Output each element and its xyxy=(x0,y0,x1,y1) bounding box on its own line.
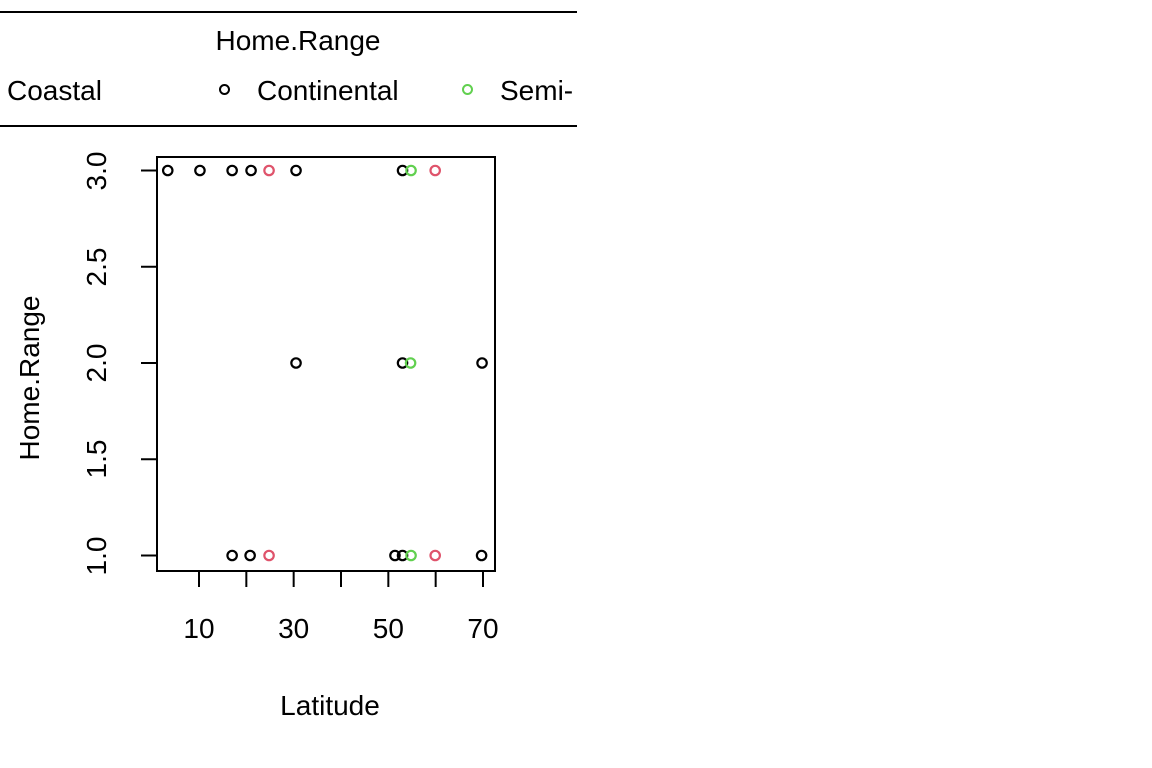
data-point-green-points xyxy=(404,357,417,369)
y-axis-title: Home.Range xyxy=(14,295,45,461)
data-point-black-points xyxy=(476,357,488,369)
data-point-red-points xyxy=(263,164,275,177)
legend-bottom-rule xyxy=(0,124,577,127)
x-tick-label: 70 xyxy=(467,613,499,644)
data-point-black-points xyxy=(226,164,238,177)
data-point-black-points xyxy=(475,549,488,562)
legend-label-coastal: Coastal xyxy=(7,75,102,106)
legend-marker-continental xyxy=(218,84,230,95)
y-tick-label: 2.5 xyxy=(81,247,112,287)
legend-label-semi: Semi- xyxy=(500,75,574,106)
data-point-black-points xyxy=(396,357,409,369)
data-point-red-points xyxy=(263,549,275,562)
legend-label-continental: Continental xyxy=(257,75,399,106)
y-tick-label: 3.0 xyxy=(81,151,112,190)
legend-marker-semi xyxy=(461,84,473,95)
legend-top-rule xyxy=(0,10,577,13)
data-point-black-points xyxy=(161,164,174,177)
data-point-black-points xyxy=(226,549,238,562)
data-point-black-points xyxy=(194,164,206,177)
x-axis-title: Latitude xyxy=(280,690,380,721)
data-point-green-points xyxy=(405,549,417,562)
legend-title: Home.Range xyxy=(215,25,381,56)
data-point-black-points xyxy=(244,549,256,562)
plot-border xyxy=(156,156,496,572)
y-tick-label: 1.5 xyxy=(81,439,112,479)
data-point-black-points xyxy=(389,549,401,562)
y-tick-label: 1.0 xyxy=(81,536,112,575)
data-point-black-points xyxy=(245,164,257,177)
x-tick-label: 50 xyxy=(372,613,404,644)
x-tick-label: 30 xyxy=(278,613,310,644)
data-point-black-points xyxy=(290,357,302,369)
data-point-black-points xyxy=(290,164,302,177)
data-point-green-points xyxy=(405,164,417,177)
legend: Home.Range Coastal Continental Semi- xyxy=(0,0,577,132)
y-tick-label: 2.0 xyxy=(81,343,112,383)
data-point-red-points xyxy=(429,549,441,562)
data-point-red-points xyxy=(429,164,441,177)
x-tick-label: 10 xyxy=(183,613,215,644)
